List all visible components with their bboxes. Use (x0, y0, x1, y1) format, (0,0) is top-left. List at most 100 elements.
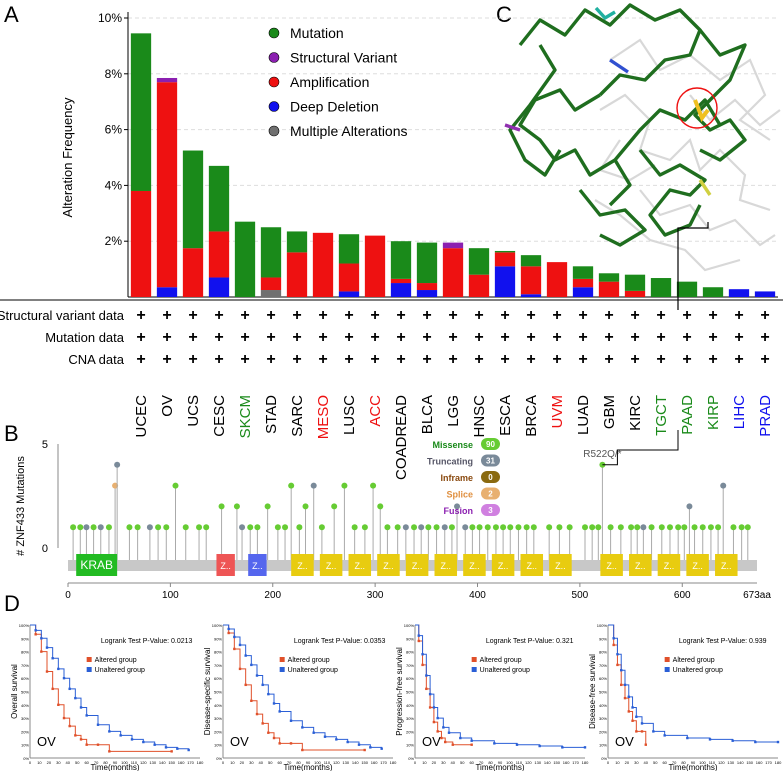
censor-mark (255, 674, 259, 677)
category-label: OV (159, 395, 176, 417)
category-label: LIHC (731, 395, 748, 429)
x-tick-label: 80 (296, 760, 301, 765)
domain-box (405, 554, 429, 576)
lollipop-head (476, 524, 483, 531)
domain-label: Z.. (498, 561, 509, 571)
lollipop-head (83, 524, 90, 531)
y-tick-label: 0% (216, 756, 222, 761)
y-tick-label: 8% (105, 67, 123, 81)
y-axis-label: Disease-specific survival (203, 647, 212, 735)
y-tick-label: 80% (599, 650, 607, 655)
censor-mark (417, 634, 420, 637)
censor-mark (238, 667, 242, 671)
x-tick-label: 160 (371, 760, 378, 765)
y-tick-label: 30% (406, 716, 414, 721)
row-marker: + (214, 307, 223, 324)
y-tick-label: 90% (406, 636, 414, 641)
y-tick-label: 80% (21, 650, 29, 655)
row-label: Structural variant data (0, 308, 125, 323)
lollipop-head (370, 482, 377, 489)
survival-plot: 0% 10% 20% 30% 40% 50% 60% 70% 80% 90% 100% 0 10 20 30… (588, 623, 782, 771)
censor-mark (623, 696, 627, 700)
backbone-teal (594, 6, 616, 21)
lollipop-head (515, 524, 522, 531)
legend-marker (279, 667, 285, 672)
lollipop-head (607, 524, 614, 531)
row-marker: + (136, 307, 145, 324)
domain-label: Z.. (721, 561, 732, 571)
row-marker: + (396, 329, 405, 346)
legend-marker (268, 76, 280, 88)
bar-segment (598, 273, 620, 282)
censor-mark (301, 726, 304, 729)
domain-label: Z.. (469, 561, 480, 571)
y-tick-label: 30% (214, 716, 222, 721)
panel-label-d: D (4, 591, 20, 616)
censor-mark (432, 706, 436, 709)
domain-label: Z.. (527, 561, 538, 571)
row-marker: + (708, 307, 717, 324)
y-tick-label: 80% (406, 650, 414, 655)
lollipop-head (681, 524, 688, 531)
bar-segment (468, 248, 490, 275)
legend-marker (664, 657, 670, 662)
y-tick-label: 20% (214, 729, 222, 734)
lollipop-head (282, 524, 289, 531)
lollipop-head (77, 524, 84, 531)
censor-mark (346, 740, 349, 744)
bar-segment (442, 242, 464, 249)
y-tick-label: 0% (601, 756, 607, 761)
x-tick-label: 160 (178, 760, 185, 765)
domain-box (377, 554, 400, 576)
lollipop-head (523, 524, 530, 531)
x-tick-label: 90 (498, 760, 503, 765)
lollipop-head (738, 524, 745, 531)
row-marker: + (448, 307, 457, 324)
domain-box (348, 554, 372, 576)
censor-mark (130, 738, 134, 741)
domain-box (319, 554, 343, 576)
censor-mark (34, 633, 37, 636)
censor-mark (357, 743, 361, 746)
lollipop-head (254, 524, 261, 531)
lollipop-head (274, 524, 281, 531)
x-tick-label: 70 (672, 760, 677, 765)
x-tick-label: 130 (727, 760, 734, 765)
lollipop-head (112, 482, 119, 489)
x-axis-label: Time(months) (283, 763, 332, 771)
bar-segment (624, 290, 646, 297)
row-marker: + (656, 329, 665, 346)
backbone-purple (504, 123, 521, 132)
row-marker: + (266, 329, 275, 346)
x-tick-label: 10 (37, 760, 42, 765)
censor-mark (85, 714, 88, 717)
bar-segment (754, 291, 776, 297)
censor-mark (428, 706, 432, 709)
panel-a-bar-chart: 2% 4% 6% 8% 10% Alteration Frequency UCEC + + + OV… (0, 11, 783, 480)
row-marker: + (266, 307, 275, 324)
lollipop-head (715, 524, 722, 531)
panel-label-a: A (4, 2, 19, 27)
x-tick-label: 30 (634, 760, 639, 765)
bar-segment (286, 252, 308, 297)
censor-mark (301, 748, 304, 752)
backbone-green (613, 98, 722, 162)
mutation-legend-label: Splice (446, 490, 473, 500)
x-tick-label: 300 (367, 590, 384, 601)
x-tick-label: 140 (352, 760, 359, 765)
lollipop-head (454, 503, 461, 510)
censor-mark (421, 663, 424, 667)
cancer-type-label: OV (422, 734, 441, 749)
row-marker: + (136, 329, 145, 346)
lollipop-head (146, 524, 153, 531)
bar-segment (520, 255, 542, 267)
x-tick-label: 20 (625, 760, 630, 765)
row-marker: + (708, 351, 717, 368)
domain-box (686, 554, 709, 576)
p-value-annotation: Logrank Test P-Value: 0.0213 (101, 638, 193, 645)
censor-mark (417, 639, 420, 643)
x-tick-label: 150 (361, 760, 368, 765)
bar-segment (286, 231, 308, 253)
lollipop-head (155, 524, 162, 531)
censor-mark (425, 674, 428, 677)
